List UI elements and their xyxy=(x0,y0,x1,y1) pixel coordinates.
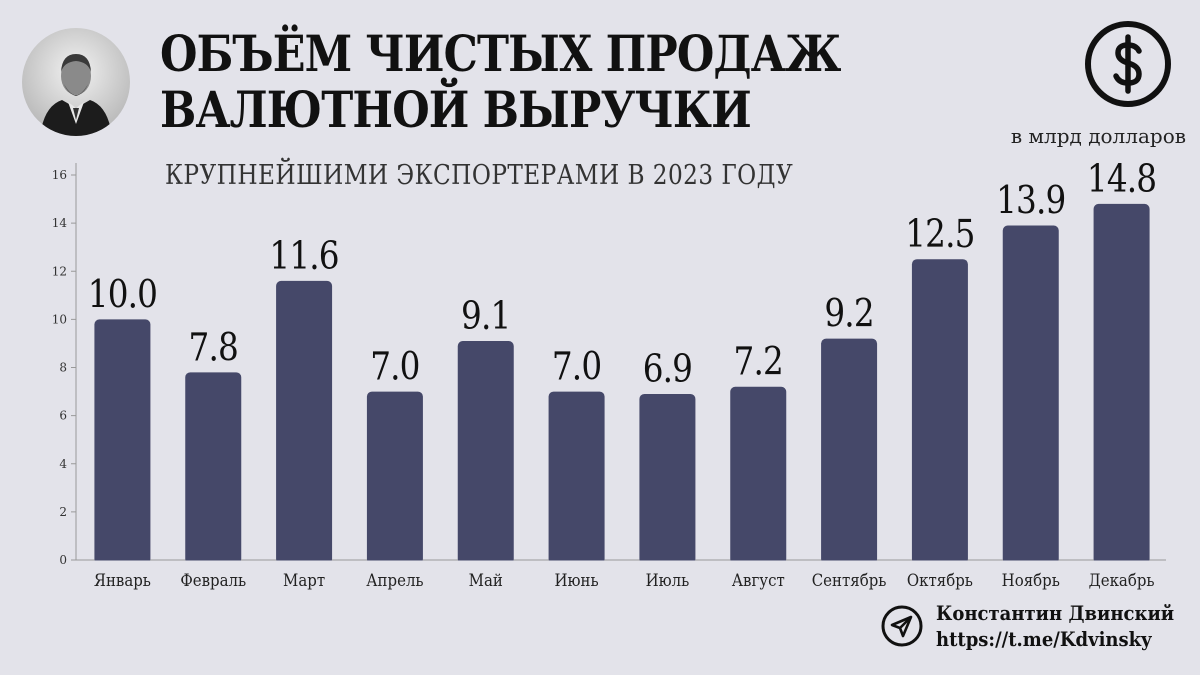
dollar-circle-icon xyxy=(1082,18,1174,110)
y-tick-label: 4 xyxy=(59,457,67,471)
bar-chart: 0 2 4 6 8 10 12 14 16 10.0 Январь 7.8 Февраль 11.6 Мар… xyxy=(52,158,1167,590)
title-line-2: ВАЛЮТНОЙ ВЫРУЧКИ xyxy=(160,80,752,139)
x-tick-label: Февраль xyxy=(180,570,246,590)
bar xyxy=(94,319,151,564)
bar-value-label: 11.6 xyxy=(269,235,338,279)
x-tick-label: Сентябрь xyxy=(812,570,887,590)
bar xyxy=(1002,225,1059,564)
y-tick-label: 2 xyxy=(59,505,67,519)
y-tick-label: 6 xyxy=(59,409,67,423)
portrait-avatar xyxy=(22,28,130,136)
x-tick-label: Октябрь xyxy=(907,570,973,590)
bar-value-label: 9.2 xyxy=(824,292,873,336)
bar-value-label: 7.2 xyxy=(734,340,783,384)
x-tick-label: Декабрь xyxy=(1089,570,1155,590)
author-name: Константин Двинский xyxy=(936,601,1175,625)
chart-subtitle: КРУПНЕЙШИМИ ЭКСПОРТЕРАМИ В 2023 ГОДУ xyxy=(165,160,794,191)
axis-mask xyxy=(77,560,1167,567)
bar xyxy=(821,338,878,564)
bar-value-label: 14.8 xyxy=(1087,158,1156,202)
bar-value-label: 12.5 xyxy=(905,213,974,257)
y-tick-label: 12 xyxy=(52,264,67,278)
y-tick-label: 8 xyxy=(59,361,67,375)
y-tick-label: 0 xyxy=(59,553,67,567)
chart-title: ОБЪЁМ ЧИСТЫХ ПРОДАЖ ВАЛЮТНОЙ ВЫРУЧКИ xyxy=(160,26,841,138)
bar xyxy=(911,259,968,564)
author-link[interactable]: https://t.me/Kdvinsky xyxy=(936,627,1152,651)
bar xyxy=(1093,203,1150,564)
x-tick-label: Март xyxy=(283,570,325,590)
y-tick-label: 14 xyxy=(52,216,68,230)
bar xyxy=(730,386,787,564)
bar-value-label: 9.1 xyxy=(461,295,510,339)
bar-value-label: 10.0 xyxy=(88,273,157,317)
bar xyxy=(276,280,333,564)
y-tick-label: 16 xyxy=(52,168,67,182)
x-tick-label: Ноябрь xyxy=(1002,570,1060,590)
bar xyxy=(457,341,514,564)
bar-value-label: 6.9 xyxy=(643,348,692,392)
bar xyxy=(639,393,696,564)
x-tick-label: Апрель xyxy=(366,570,424,590)
y-tick-label: 10 xyxy=(52,312,67,326)
bar-value-label: 7.0 xyxy=(552,345,601,389)
bar xyxy=(366,391,423,564)
units-label: в млрд долларов xyxy=(1010,124,1186,148)
x-tick-label: Май xyxy=(469,570,503,590)
bar-value-label: 13.9 xyxy=(996,179,1065,223)
bar xyxy=(185,372,242,564)
x-tick-label: Август xyxy=(732,570,785,590)
bar-value-label: 7.0 xyxy=(370,345,419,389)
title-line-1: ОБЪЁМ ЧИСТЫХ ПРОДАЖ xyxy=(160,24,841,83)
bar xyxy=(548,391,605,564)
x-tick-label: Июль xyxy=(646,570,690,590)
bar-value-label: 7.8 xyxy=(189,326,238,370)
telegram-icon[interactable] xyxy=(880,604,924,648)
x-tick-label: Июнь xyxy=(555,570,599,590)
x-tick-label: Январь xyxy=(94,570,151,590)
